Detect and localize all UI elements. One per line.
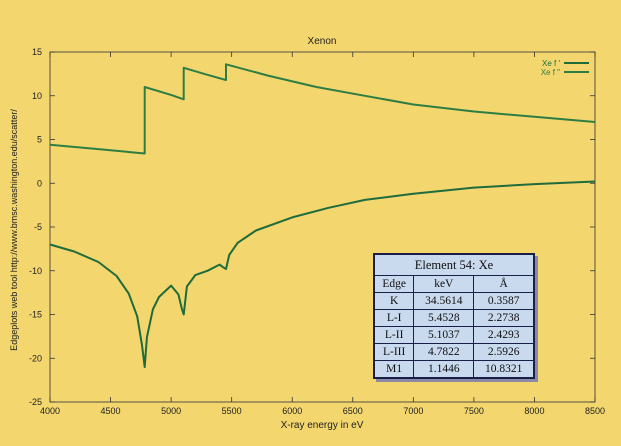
y-tick-label: 15 bbox=[32, 47, 42, 57]
table-row: L-I 5.4528 2.2738 bbox=[375, 309, 533, 327]
y-tick-label: 5 bbox=[37, 135, 42, 145]
edge-name: L-II bbox=[375, 326, 415, 344]
y-tick-label: 0 bbox=[37, 178, 42, 188]
header-angstrom: Å bbox=[473, 276, 533, 293]
table-row: L-III 4.7822 2.5926 bbox=[375, 343, 533, 361]
x-tick-label: 7000 bbox=[403, 406, 423, 416]
x-tick-label: 8000 bbox=[524, 406, 544, 416]
x-axis-label: X-ray energy in eV bbox=[281, 420, 364, 431]
x-tick-label: 6000 bbox=[282, 406, 302, 416]
edge-name: K bbox=[375, 292, 415, 310]
y-tick-label: -20 bbox=[29, 353, 42, 363]
y-tick-label: -10 bbox=[29, 266, 42, 276]
edge-kev: 5.4528 bbox=[413, 309, 475, 327]
header-edge: Edge bbox=[375, 276, 415, 293]
y-tick-label: -5 bbox=[34, 222, 42, 232]
edge-angstrom: 2.4293 bbox=[473, 326, 533, 344]
data-series bbox=[49, 63, 596, 368]
axis-ticks: 4000 4500 5000 5500 6000 6500 7000 7500 8000 8500… bbox=[29, 47, 605, 416]
x-tick-label: 6500 bbox=[343, 406, 363, 416]
edge-table-title: Element 54: Xe bbox=[375, 255, 533, 276]
edge-angstrom: 10.8321 bbox=[473, 360, 533, 377]
edge-name: L-III bbox=[375, 343, 415, 361]
edge-kev: 34.5614 bbox=[413, 292, 475, 310]
chart-title: Xenon bbox=[308, 36, 337, 47]
edge-kev: 4.7822 bbox=[413, 343, 475, 361]
x-tick-label: 5000 bbox=[161, 406, 181, 416]
table-row: M1 1.1446 10.8321 bbox=[375, 360, 533, 377]
y-tick-label: -15 bbox=[29, 310, 42, 320]
legend: Xe f 'Xe f " bbox=[541, 59, 589, 77]
header-kev: keV bbox=[413, 276, 475, 293]
table-row: K 34.5614 0.3587 bbox=[375, 292, 533, 310]
legend-label: Xe f " bbox=[541, 68, 560, 77]
edge-kev: 5.1037 bbox=[413, 326, 475, 344]
edge-kev: 1.1446 bbox=[413, 360, 475, 377]
edge-angstrom: 0.3587 bbox=[473, 292, 533, 310]
edge-name: M1 bbox=[375, 360, 415, 377]
x-tick-label: 4500 bbox=[101, 406, 121, 416]
y-tick-label: 10 bbox=[32, 91, 42, 101]
table-row: L-II 5.1037 2.4293 bbox=[375, 326, 533, 344]
edge-angstrom: 2.2738 bbox=[473, 309, 533, 327]
edge-table-grid: Edge keV Å K 34.5614 0.3587 L-I 5.4528 2… bbox=[375, 276, 533, 377]
x-tick-label: 8500 bbox=[585, 406, 605, 416]
series-line-2 bbox=[49, 63, 596, 155]
x-tick-label: 4000 bbox=[40, 406, 60, 416]
y-tick-label: -25 bbox=[29, 397, 42, 407]
x-tick-label: 5500 bbox=[222, 406, 242, 416]
edge-table-header-row: Edge keV Å bbox=[375, 276, 533, 293]
series-line-1 bbox=[49, 180, 596, 368]
edge-name: L-I bbox=[375, 309, 415, 327]
x-tick-label: 7500 bbox=[464, 406, 484, 416]
edge-energy-table: Element 54: Xe Edge keV Å K 34.5614 0.35… bbox=[373, 253, 535, 379]
legend-label: Xe f ' bbox=[542, 59, 560, 68]
y-axis-label: Edgeplots web tool http://www.bmsc.washi… bbox=[9, 109, 19, 351]
edge-angstrom: 2.5926 bbox=[473, 343, 533, 361]
